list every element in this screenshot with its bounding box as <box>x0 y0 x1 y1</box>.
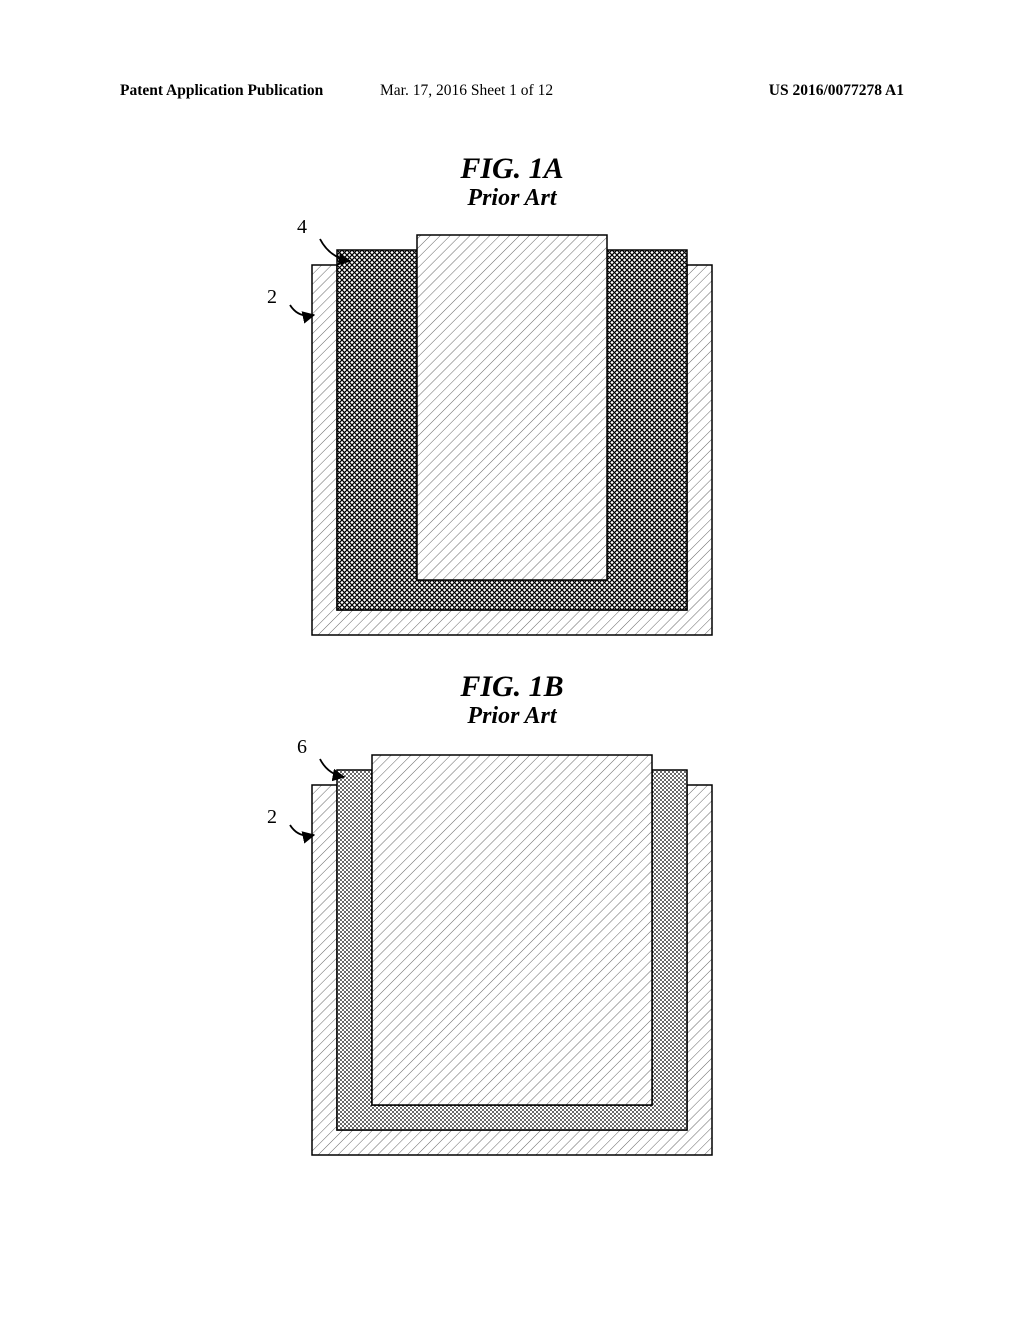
fig1b-title: FIG. 1B <box>0 670 1024 703</box>
header-center: Mar. 17, 2016 Sheet 1 of 12 <box>380 82 553 100</box>
fig1a-inner-core <box>417 235 607 580</box>
page: Patent Application Publication Mar. 17, … <box>0 0 1024 1320</box>
fig1b-inner-core <box>372 755 652 1105</box>
fig1b-ref-2-label: 2 <box>267 806 277 828</box>
fig1b-subtitle: Prior Art <box>0 703 1024 730</box>
header-left: Patent Application Publication <box>120 82 323 100</box>
fig1b-title-block: FIG. 1B Prior Art <box>0 670 1024 730</box>
fig1a-ref-4-label: 4 <box>297 216 307 238</box>
fig1a-subtitle: Prior Art <box>0 185 1024 212</box>
fig1b-diagram: 62 <box>302 745 722 1165</box>
header-right: US 2016/0077278 A1 <box>769 82 904 100</box>
fig1a-title-block: FIG. 1A Prior Art <box>0 152 1024 212</box>
fig1a-ref-2-label: 2 <box>267 286 277 308</box>
fig1a-title: FIG. 1A <box>0 152 1024 185</box>
fig1b-ref-6-label: 6 <box>297 736 307 758</box>
fig1a-diagram: 42 <box>302 225 722 645</box>
